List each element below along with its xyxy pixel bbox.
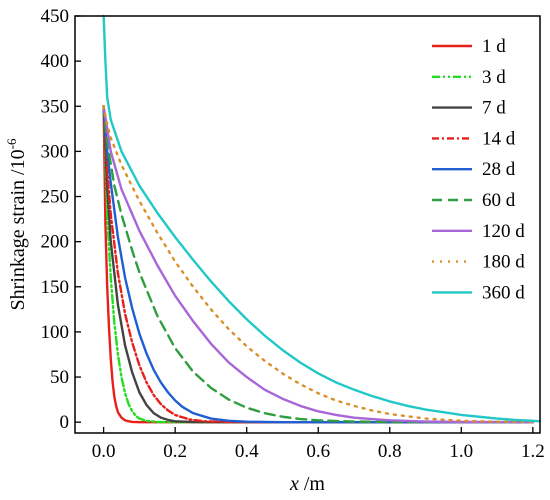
- series-line-7d: [102, 105, 535, 424]
- plot-frame: [74, 15, 541, 434]
- legend-label-3d: 3 d: [482, 67, 506, 88]
- x-tick-label: 0.2: [163, 441, 187, 462]
- y-tick-label: 450: [41, 6, 70, 27]
- x-axis-variable: x: [289, 473, 299, 495]
- series-line-120d: [102, 105, 535, 424]
- series-line-60d: [102, 105, 535, 424]
- legend-label-180d: 180 d: [482, 252, 525, 273]
- x-tick-label: 1.0: [449, 441, 473, 462]
- series-layer: [102, 14, 542, 424]
- x-tick-label: 1.2: [521, 441, 545, 462]
- x-tick-label: 0.4: [235, 441, 259, 462]
- x-axis-title: x /m: [289, 473, 325, 495]
- series-line-28d: [102, 105, 535, 424]
- x-tick-label: 0.6: [306, 441, 330, 462]
- legend-label-120d: 120 d: [482, 221, 525, 242]
- ticks-layer: 0.0 0.2 0.4 0.6 0.8 1.0 1.2 0 50 100 150 200 250 300 3…: [41, 6, 545, 462]
- series-line-3d: [102, 105, 535, 424]
- series-line-360d: [102, 14, 542, 423]
- y-tick-label: 250: [41, 187, 70, 208]
- series-line-1d: [102, 105, 535, 424]
- y-tick-label: 0: [60, 412, 70, 433]
- x-tick-label: 0.8: [378, 441, 402, 462]
- y-tick-label: 50: [50, 367, 69, 388]
- y-axis-label-main: Shrinkage strain /10: [7, 149, 29, 310]
- legend-label-14d: 14 d: [482, 128, 516, 149]
- series-line-14d: [102, 105, 535, 424]
- y-tick-label: 400: [41, 51, 70, 72]
- legend-label-1d: 1 d: [482, 36, 506, 57]
- y-tick-label: 150: [41, 277, 70, 298]
- legend-label-28d: 28 d: [482, 159, 516, 180]
- y-tick-label: 100: [41, 322, 70, 343]
- y-tick-label: 200: [41, 232, 70, 253]
- legend-label-360d: 360 d: [482, 282, 525, 303]
- y-tick-label: 350: [41, 96, 70, 117]
- y-axis-title: Shrinkage strain /10-6: [4, 138, 29, 310]
- y-tick-label: 300: [41, 141, 70, 162]
- x-tick-label: 0.0: [92, 441, 116, 462]
- y-axis-label-exponent: -6: [4, 138, 19, 149]
- series-line-180d: [102, 105, 535, 424]
- legend: 1 d 3 d 7 d 14 d 28 d 60 d 120 d 180 d 360 d: [432, 36, 525, 303]
- legend-label-7d: 7 d: [482, 98, 506, 119]
- x-axis-unit: /m: [299, 473, 326, 495]
- legend-label-60d: 60 d: [482, 190, 516, 211]
